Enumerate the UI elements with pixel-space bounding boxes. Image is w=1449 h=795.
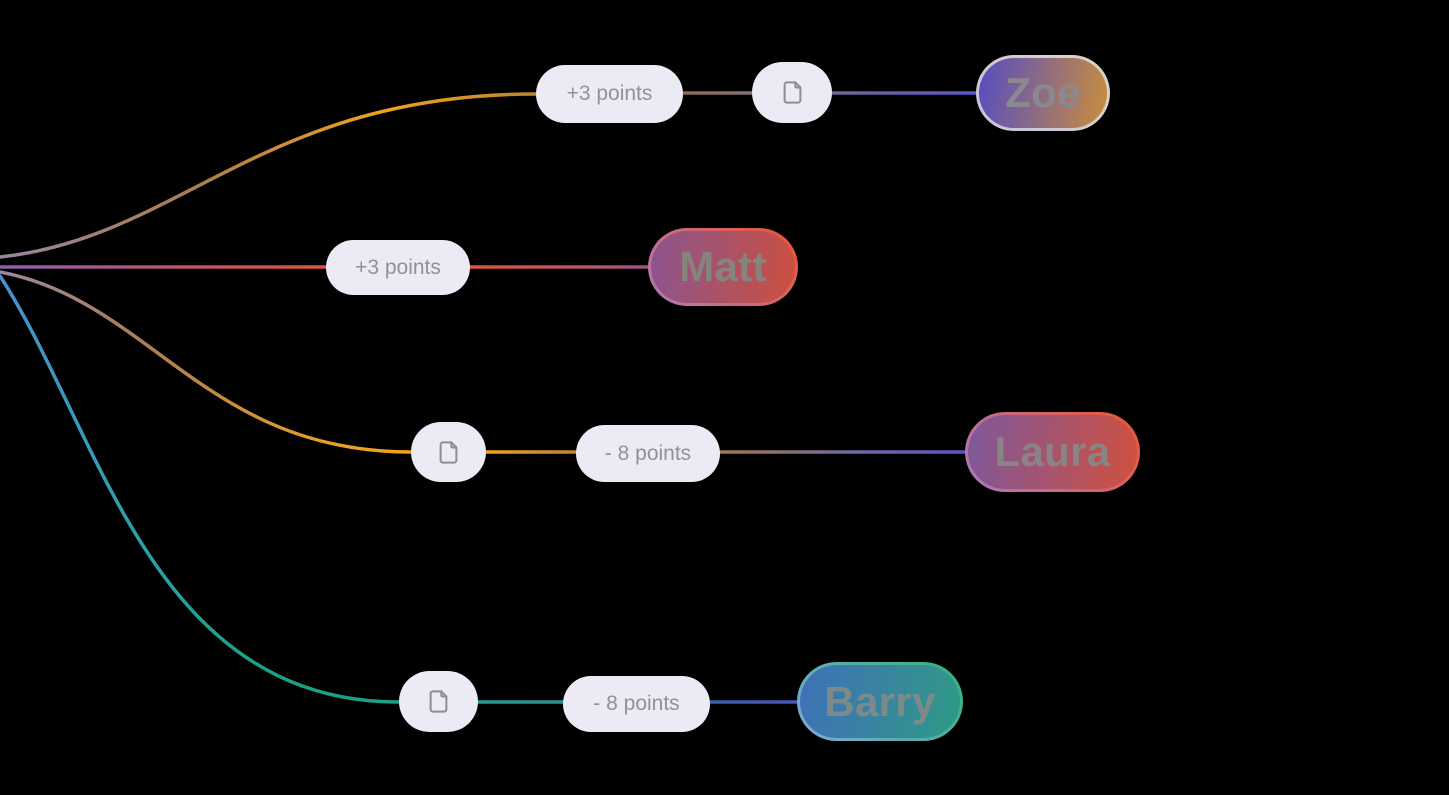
points-badge-laura[interactable]: - 8 points [576, 425, 720, 482]
points-badge-label: - 8 points [593, 692, 680, 715]
points-badge-zoe[interactable]: +3 points [536, 65, 683, 123]
points-badge-label: +3 points [355, 255, 441, 279]
document-badge-zoe[interactable] [752, 62, 832, 123]
document-badge-barry[interactable] [399, 671, 478, 732]
node-laura[interactable]: Laura [965, 412, 1140, 492]
points-badge-barry[interactable]: - 8 points [563, 676, 710, 732]
node-label: Matt [679, 243, 767, 290]
node-label: Barry [824, 677, 936, 725]
node-matt-fill: Matt [651, 231, 795, 303]
node-label: Zoe [1005, 69, 1081, 116]
node-barry-fill: Barry [800, 665, 960, 738]
file-icon [439, 440, 458, 464]
points-badge-label: - 8 points [604, 441, 692, 465]
connector-root-to-zoe-points [0, 92, 538, 259]
connector-root-to-laura-document [0, 270, 413, 454]
connector-root-to-barry-document [0, 274, 401, 704]
node-barry[interactable]: Barry [797, 662, 963, 741]
file-icon [783, 81, 801, 104]
node-laura-fill: Laura [968, 415, 1137, 489]
document-badge-laura[interactable] [411, 422, 486, 482]
node-label: Laura [994, 428, 1111, 475]
file-icon [429, 690, 448, 713]
points-badge-label: +3 points [566, 82, 653, 105]
node-zoe-fill: Zoe [979, 58, 1107, 128]
node-zoe[interactable]: Zoe [976, 55, 1110, 131]
node-matt[interactable]: Matt [648, 228, 798, 306]
points-badge-matt[interactable]: +3 points [326, 240, 470, 295]
